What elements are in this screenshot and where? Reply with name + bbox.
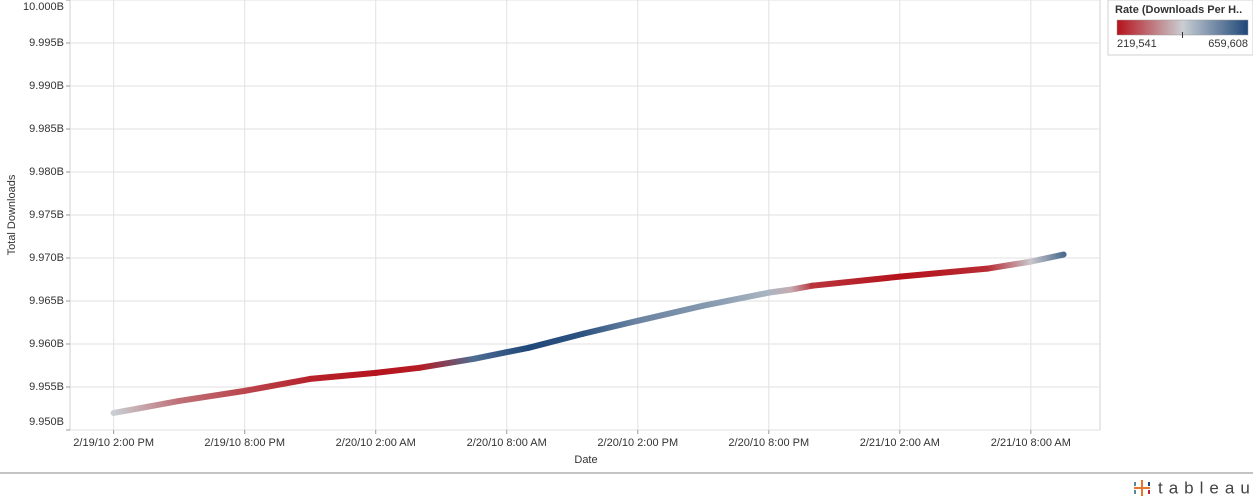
- line-segment: [896, 265, 991, 280]
- y-tick-label: 9.980B: [29, 166, 64, 178]
- x-tick-label: 2/19/10 2:00 PM: [73, 437, 154, 449]
- legend-title: Rate (Downloads Per H..: [1115, 4, 1242, 16]
- x-axis-title: Date: [574, 454, 597, 466]
- x-tick-label: 2/19/10 8:00 PM: [204, 437, 285, 449]
- line-segment: [525, 330, 587, 351]
- x-tick-label: 2/21/10 2:00 AM: [860, 437, 940, 449]
- line-segment: [984, 258, 1034, 272]
- line-segment: [176, 387, 248, 404]
- y-axis-title: Total Downloads: [6, 174, 18, 255]
- line-segment: [700, 289, 772, 309]
- y-tick-label: 9.950B: [29, 416, 64, 428]
- y-tick-label: 9.985B: [29, 123, 64, 135]
- x-tick-label: 2/20/10 8:00 AM: [467, 437, 547, 449]
- x-tick-label: 2/20/10 2:00 PM: [597, 437, 678, 449]
- line-segment: [765, 286, 794, 296]
- line-segment: [307, 369, 379, 382]
- x-tick-label: 2/20/10 2:00 AM: [336, 437, 416, 449]
- y-tick-label: 9.975B: [29, 209, 64, 221]
- logo-text: tableau: [1158, 478, 1253, 497]
- y-tick-label: 9.995B: [29, 37, 64, 49]
- line-segment: [110, 397, 183, 416]
- y-tick-label: 9.990B: [29, 80, 64, 92]
- y-tick-label: 9.970B: [29, 252, 64, 264]
- legend-tick-label: 219,541: [1117, 38, 1157, 50]
- x-tick-label: 2/21/10 8:00 AM: [991, 437, 1071, 449]
- line-segment: [580, 317, 641, 337]
- y-tick-label: 9.960B: [29, 338, 64, 350]
- line-segment: [416, 355, 477, 371]
- line-segment: [787, 282, 816, 293]
- line-segment: [1027, 251, 1067, 265]
- y-tick-label: 9.955B: [29, 381, 64, 393]
- logo-icon: [1134, 480, 1150, 496]
- legend-tick-label: 659,608: [1208, 38, 1248, 50]
- line-segment: [809, 273, 903, 289]
- line-segment: [470, 344, 532, 362]
- y-tick-label: 10.000B: [23, 1, 64, 13]
- x-tick-label: 2/20/10 8:00 PM: [728, 437, 809, 449]
- line-segment: [634, 302, 707, 324]
- line-segment: [372, 364, 423, 376]
- line-segment: [241, 375, 314, 394]
- y-tick-label: 9.965B: [29, 295, 64, 307]
